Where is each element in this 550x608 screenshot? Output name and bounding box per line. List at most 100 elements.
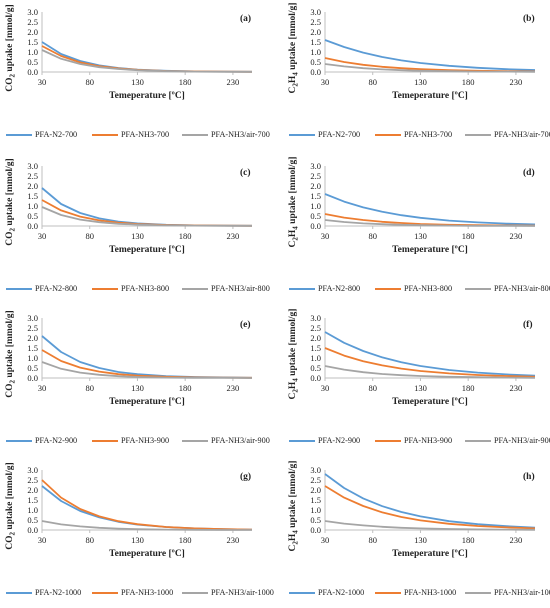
series-line [41, 199, 253, 227]
series-line [324, 347, 536, 378]
y-axis-title-subscript: 4 [292, 530, 300, 534]
y-axis-title-subscript: 2 [292, 541, 300, 545]
y-tick-label: 0.5 [310, 57, 321, 67]
x-axis-title: Temeperature [ºC] [392, 245, 468, 255]
chart-legend: PFA-N2-900 PFA-NH3-900 PFA-NH3/air-900 [0, 436, 280, 448]
legend-item: PFA-NH3-1000 [375, 588, 456, 597]
y-tick-label: 0.5 [310, 363, 321, 373]
y-axis-title-part: CO [5, 231, 15, 245]
chart-panel: 0.0 0.5 1.0 1.5 2.0 2.5 3.0 30 80 130 180 230 Temepe… [0, 2, 270, 150]
legend-label: PFA-N2-1000 [318, 588, 365, 597]
y-tick-label: 1.0 [27, 201, 38, 211]
y-tick-label: 1.5 [310, 37, 321, 47]
x-axis-title: Temeperature [ºC] [392, 91, 468, 101]
chart-panel: 0.0 0.5 1.0 1.5 2.0 2.5 3.0 30 80 130 180 230 Temepe… [283, 156, 550, 304]
y-axis-title-part: uptake [mmol/g] [5, 158, 15, 228]
legend-label: PFA-NH3-1000 [121, 588, 174, 597]
y-tick-label: 0.0 [27, 373, 38, 383]
x-tick-label: 180 [179, 77, 192, 87]
panel-label: (e) [240, 319, 251, 330]
chart-legend: PFA-N2-1000 PFA-NH3-1000 PFA-NH3/air-1000 [0, 588, 280, 600]
y-tick-label: 1.0 [27, 353, 38, 363]
x-tick-label: 130 [131, 77, 144, 87]
legend-swatch [92, 592, 118, 595]
x-tick-label: 180 [462, 383, 475, 393]
chart-panel: 0.0 0.5 1.0 1.5 2.0 2.5 3.0 30 80 130 180 230 Temepe… [283, 2, 550, 150]
chart-svg: 0.00.51.01.52.02.53.0 30 80 130 180 230 Temepe… [5, 462, 253, 559]
y-axis-title-part: uptake [mmol/g] [288, 309, 298, 379]
panel-label: (f) [523, 319, 533, 330]
y-tick-label: 2.0 [27, 333, 38, 343]
y-tick-label: 0.0 [310, 525, 321, 535]
series-line [41, 485, 253, 531]
y-axis-title-part: H [288, 381, 298, 389]
y-tick-label: 2.0 [310, 181, 321, 191]
x-tick-label: 230 [510, 535, 523, 545]
y-tick-label: 2.0 [27, 181, 38, 191]
legend-swatch [6, 134, 32, 137]
x-axis-title: Temeperature [ºC] [392, 397, 468, 407]
y-axis-title-subscript: 4 [292, 378, 300, 382]
panel-label: (h) [523, 471, 535, 482]
y-tick-label: 3.0 [27, 465, 38, 475]
legend-swatch [465, 440, 491, 443]
legend-label: PFA-NH3/air-1000 [494, 588, 550, 597]
x-tick-label: 230 [227, 535, 240, 545]
series-line [324, 520, 536, 531]
x-tick-label: 30 [38, 383, 47, 393]
y-axis-title: CO2 uptake [mmol/g] [5, 158, 17, 245]
chart-svg: 0.00.51.01.52.02.53.0 30 80 130 180 230 Temepe… [5, 158, 253, 255]
x-tick-label: 130 [414, 535, 427, 545]
x-tick-label: 30 [321, 535, 330, 545]
y-tick-label: 0.5 [27, 211, 38, 221]
legend-label: PFA-NH3/air-900 [211, 436, 270, 445]
panel-label: (a) [240, 13, 251, 24]
series-line [324, 193, 536, 226]
x-tick-label: 180 [462, 77, 475, 87]
legend-item: PFA-NH3/air-700 [182, 130, 270, 139]
x-tick-label: 80 [368, 231, 377, 241]
legend-item: PFA-NH3/air-900 [182, 436, 270, 445]
x-tick-label: 80 [85, 383, 94, 393]
y-tick-label: 0.5 [27, 363, 38, 373]
y-tick-label: 2.0 [27, 485, 38, 495]
y-axis-title-part: H [288, 229, 298, 237]
y-tick-label: 0.0 [27, 525, 38, 535]
x-tick-label: 30 [321, 231, 330, 241]
x-tick-label: 130 [414, 231, 427, 241]
y-tick-label: 3.0 [310, 7, 321, 17]
y-axis-title-subscript: 2 [292, 389, 300, 393]
x-tick-label: 80 [85, 77, 94, 87]
x-tick-label: 130 [131, 383, 144, 393]
y-tick-label: 1.5 [27, 495, 38, 505]
y-tick-label: 0.0 [310, 221, 321, 231]
legend-label: PFA-N2-800 [318, 284, 361, 293]
chart-legend: PFA-N2-700 PFA-NH3-700 PFA-NH3/air-700 [0, 130, 280, 142]
x-tick-label: 230 [510, 77, 523, 87]
legend-item: PFA-N2-800 [6, 284, 77, 293]
series-line [324, 63, 536, 73]
legend-item: PFA-N2-700 [289, 130, 360, 139]
y-axis-title-part: C [288, 544, 298, 551]
y-tick-label: 3.0 [310, 161, 321, 171]
x-tick-label: 130 [131, 231, 144, 241]
legend-item: PFA-NH3-700 [92, 130, 169, 139]
legend-item: PFA-NH3-900 [375, 436, 452, 445]
y-tick-label: 1.0 [310, 47, 321, 57]
series-line [41, 49, 252, 73]
legend-label: PFA-NH3/air-1000 [211, 588, 274, 597]
series-line [324, 485, 536, 530]
chart-panel: 0.0 0.5 1.0 1.5 2.0 2.5 3.0 30 80 130 180 230 Temepe… [283, 460, 550, 608]
y-axis-title-subscript: 2 [9, 227, 17, 231]
x-tick-label: 230 [227, 231, 240, 241]
legend-item: PFA-N2-900 [6, 436, 77, 445]
chart-panel: 0.0 0.5 1.0 1.5 2.0 2.5 3.0 30 80 130 180 230 Temepe… [0, 156, 270, 304]
legend-label: PFA-NH3/air-900 [494, 436, 550, 445]
legend-label: PFA-NH3/air-700 [494, 130, 550, 139]
legend-swatch [289, 592, 315, 595]
legend-item: PFA-NH3-800 [375, 284, 452, 293]
legend-label: PFA-NH3/air-700 [211, 130, 270, 139]
legend-label: PFA-NH3/air-800 [211, 284, 270, 293]
y-axis-title-part: H [288, 533, 298, 541]
y-tick-label: 1.5 [27, 37, 38, 47]
